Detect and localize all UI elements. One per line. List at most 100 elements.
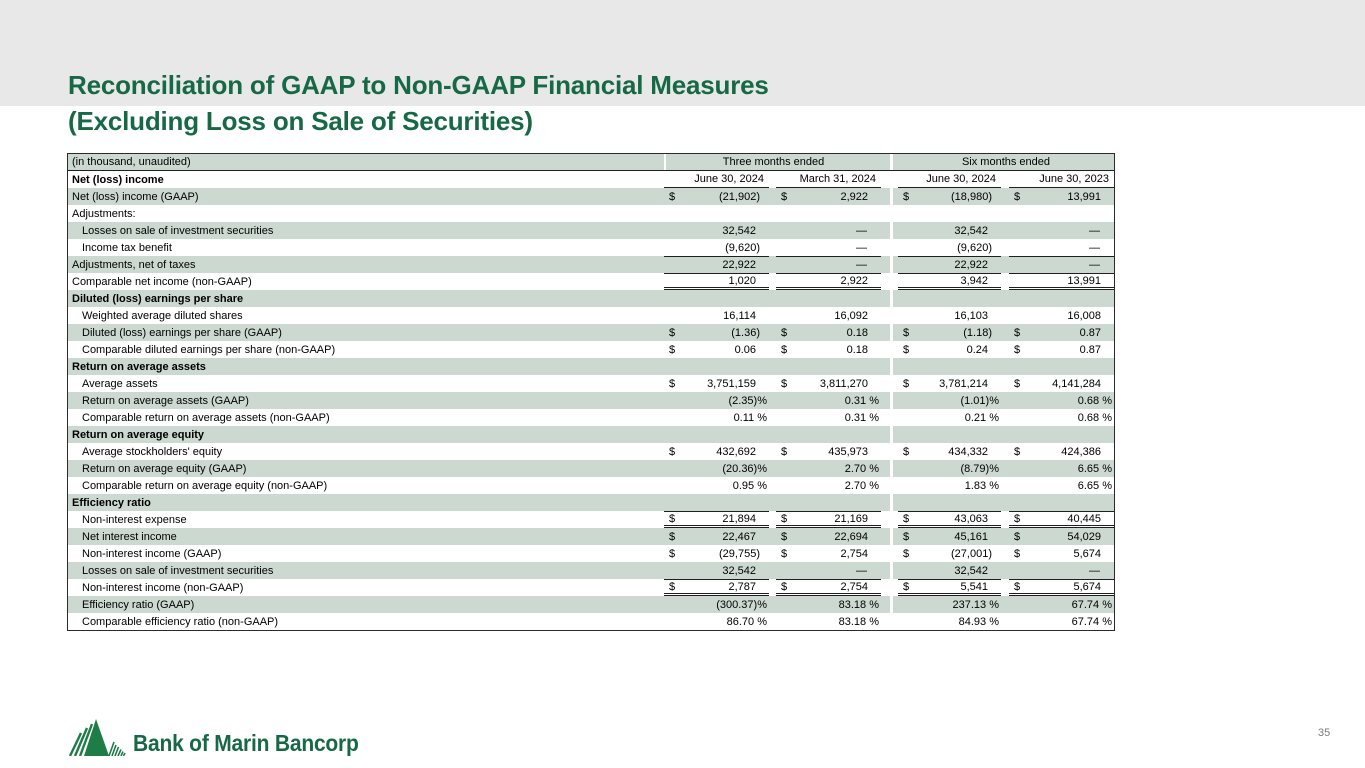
- cell-value: 0.87: [1079, 343, 1101, 356]
- dollar-sign: $: [781, 326, 788, 339]
- cell-value: (1.01)%: [960, 394, 999, 407]
- dollar-sign: $: [1014, 547, 1021, 560]
- group-header-six-months: Six months ended: [961, 156, 1051, 168]
- dollar-sign: $: [903, 580, 910, 593]
- dollar-sign: $: [669, 190, 676, 203]
- value-cell: 16,103: [898, 307, 1001, 324]
- table-row: Comparable net income (non-GAAP) 1,020 2,9…: [68, 273, 1114, 290]
- value-cell: 0.31 %: [776, 392, 881, 409]
- value-cell: $4,141,284: [1009, 375, 1114, 392]
- row-label: Efficiency ratio: [72, 496, 151, 509]
- dollar-sign: $: [1014, 190, 1021, 203]
- dollar-sign: $: [781, 343, 788, 356]
- value-cell: 83.18 %: [776, 596, 881, 613]
- row-label: Efficiency ratio (GAAP): [82, 598, 195, 611]
- table-row: Return on average equity: [68, 426, 1114, 443]
- dollar-sign: $: [903, 190, 910, 203]
- column-header: June 30, 2024: [898, 171, 1001, 188]
- dollar-sign: $: [1014, 445, 1021, 458]
- mountain-logo-icon: [68, 716, 126, 761]
- column-gap: [1001, 205, 1009, 222]
- cell-value: (1.18): [963, 326, 992, 339]
- cell-value: 2,922: [840, 190, 868, 203]
- column-gap: [769, 579, 776, 596]
- row-label: Diluted (loss) earnings per share (GAAP): [82, 326, 282, 339]
- value-cell: —: [776, 562, 881, 579]
- page-title-line2: (Excluding Loss on Sale of Securities): [68, 106, 533, 136]
- group-divider: [881, 154, 898, 170]
- table-row: Losses on sale of investment securities 3…: [68, 222, 1114, 239]
- cell-value: 6.65 %: [1077, 462, 1112, 475]
- value-cell: [1009, 426, 1114, 443]
- table-row: Adjustments, net of taxes 22,922 — 22,922 —: [68, 256, 1114, 273]
- column-gap: [1001, 222, 1009, 239]
- dollar-sign: $: [1014, 377, 1021, 390]
- table-row: Non-interest expense $21,894 $21,169 $43,06…: [68, 511, 1114, 528]
- column-gap: [769, 409, 776, 426]
- value-cell: 22,922: [664, 256, 769, 273]
- table-body: Net (loss) income (GAAP) $ (21,902) $2,922 $…: [68, 188, 1114, 630]
- cell-value: 0.21 %: [964, 411, 999, 424]
- cell-value: 16,008: [1067, 309, 1101, 322]
- column-gap: [1001, 375, 1009, 392]
- row-label: Comparable net income (non-GAAP): [72, 275, 252, 288]
- group-header-three-months: Three months ended: [664, 154, 881, 170]
- cell-value: 21,894: [722, 512, 756, 525]
- dollar-sign: $: [781, 512, 788, 525]
- value-cell: $2,754: [776, 579, 881, 596]
- column-gap: [1001, 358, 1009, 375]
- value-cell: [776, 494, 881, 511]
- cell-value: 1,020: [728, 274, 756, 287]
- value-cell: 84.93 %: [898, 613, 1001, 630]
- cell-value: 22,694: [834, 530, 868, 543]
- section-header: Net (loss) income: [72, 173, 164, 186]
- dollar-sign: $: [1014, 343, 1021, 356]
- row-label: Return on average assets (GAAP): [82, 394, 249, 407]
- column-gap: [769, 188, 776, 205]
- value-cell: —: [1009, 239, 1114, 256]
- column-gap: [1001, 511, 1009, 528]
- value-cell: [664, 358, 769, 375]
- column-gap: [769, 511, 776, 528]
- column-header: March 31, 2024: [776, 171, 881, 188]
- value-cell: 67.74 %: [1009, 596, 1114, 613]
- column-gap: [1001, 528, 1009, 545]
- value-cell: [898, 426, 1001, 443]
- value-cell: $ (1.18): [898, 324, 1001, 341]
- row-label: Return on average equity (GAAP): [82, 462, 247, 475]
- cell-value: 3,751,159: [707, 377, 756, 390]
- dollar-sign: $: [669, 530, 676, 543]
- cell-value: —: [856, 224, 867, 237]
- row-label: Net interest income: [82, 530, 177, 543]
- value-cell: $434,332: [898, 443, 1001, 460]
- page-title-line1: Reconciliation of GAAP to Non-GAAP Finan…: [68, 70, 769, 100]
- cell-value: —: [856, 564, 867, 577]
- value-cell: 0.11 %: [664, 409, 769, 426]
- cell-value: 0.68 %: [1077, 411, 1112, 424]
- gaap-reconciliation-table: (in thousand, unaudited) Three months en…: [67, 153, 1115, 631]
- value-cell: (300.37)%: [664, 596, 769, 613]
- column-gap: [1001, 477, 1009, 494]
- value-cell: 6.65 %: [1009, 460, 1114, 477]
- cell-value: 1.83 %: [964, 479, 999, 492]
- cell-value: (20.36)%: [722, 462, 767, 475]
- cell-value: 32,542: [722, 564, 756, 577]
- value-cell: $432,692: [664, 443, 769, 460]
- value-cell: 6.65 %: [1009, 477, 1114, 494]
- value-cell: —: [1009, 222, 1114, 239]
- value-cell: (1.01)%: [898, 392, 1001, 409]
- row-label: Non-interest income (non-GAAP): [82, 581, 244, 594]
- value-cell: $0.18: [776, 341, 881, 358]
- row-label: Weighted average diluted shares: [82, 309, 243, 322]
- cell-value: 43,063: [954, 512, 988, 525]
- value-cell: 67.74 %: [1009, 613, 1114, 630]
- row-label: Non-interest income (GAAP): [82, 547, 222, 560]
- column-gap: [1001, 290, 1009, 307]
- value-cell: [664, 426, 769, 443]
- table-row: Return on average equity (GAAP) (20.36)% 2…: [68, 460, 1114, 477]
- value-cell: [664, 494, 769, 511]
- row-label: Return on average assets: [72, 360, 206, 373]
- cell-value: 32,542: [954, 224, 988, 237]
- cell-value: —: [1089, 564, 1100, 577]
